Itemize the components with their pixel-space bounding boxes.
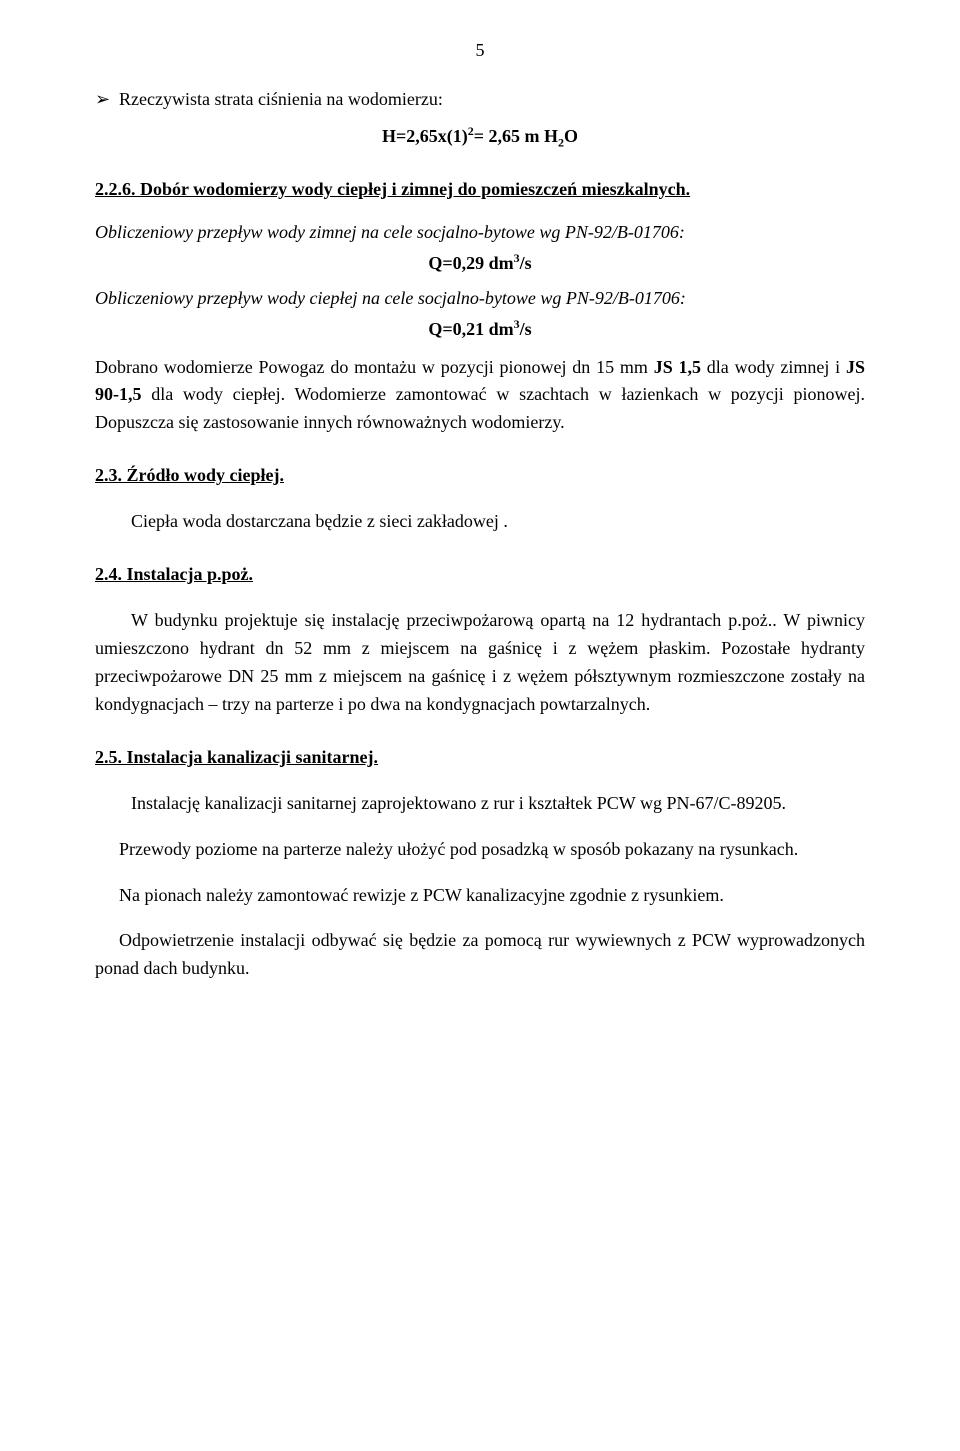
- calc2-value: Q=0,21 dm3/s: [95, 317, 865, 340]
- paragraph-2-4: W budynku projektuje się instalację prze…: [95, 607, 865, 719]
- section-2-5-title: 2.5. Instalacja kanalizacji sanitarnej.: [95, 747, 865, 768]
- paragraph-2-5c: Na pionach należy zamontować rewizje z P…: [95, 882, 865, 910]
- section-2-3-title: 2.3. Źródło wody ciepłej.: [95, 465, 865, 486]
- calc1-value: Q=0,29 dm3/s: [95, 251, 865, 274]
- paragraph-2-5d: Odpowietrzenie instalacji odbywać się bę…: [95, 927, 865, 983]
- arrow-icon: ➢: [95, 90, 113, 108]
- formula-h: H=2,65x(1)2= 2,65 m H2O: [95, 124, 865, 151]
- section-2-4-title: 2.4. Instalacja p.poż.: [95, 564, 865, 585]
- section-2-2-6-title: 2.2.6. Dobór wodomierzy wody ciepłej i z…: [95, 179, 865, 200]
- page-number: 5: [95, 40, 865, 61]
- paragraph-2-5b: Przewody poziome na parterze należy ułoż…: [95, 836, 865, 864]
- paragraph-dobrano: Dobrano wodomierze Powogaz do montażu w …: [95, 354, 865, 438]
- calc2-label: Obliczeniowy przepływ wody ciepłej na ce…: [95, 288, 865, 309]
- paragraph-2-3: Ciepła woda dostarczana będzie z sieci z…: [95, 508, 865, 536]
- calc1-label: Obliczeniowy przepływ wody zimnej na cel…: [95, 222, 865, 243]
- bullet-text: Rzeczywista strata ciśnienia na wodomier…: [119, 89, 443, 110]
- bullet-point: ➢ Rzeczywista strata ciśnienia na wodomi…: [95, 89, 865, 110]
- paragraph-2-5a: Instalację kanalizacji sanitarnej zaproj…: [95, 790, 865, 818]
- document-page: 5 ➢ Rzeczywista strata ciśnienia na wodo…: [0, 0, 960, 1451]
